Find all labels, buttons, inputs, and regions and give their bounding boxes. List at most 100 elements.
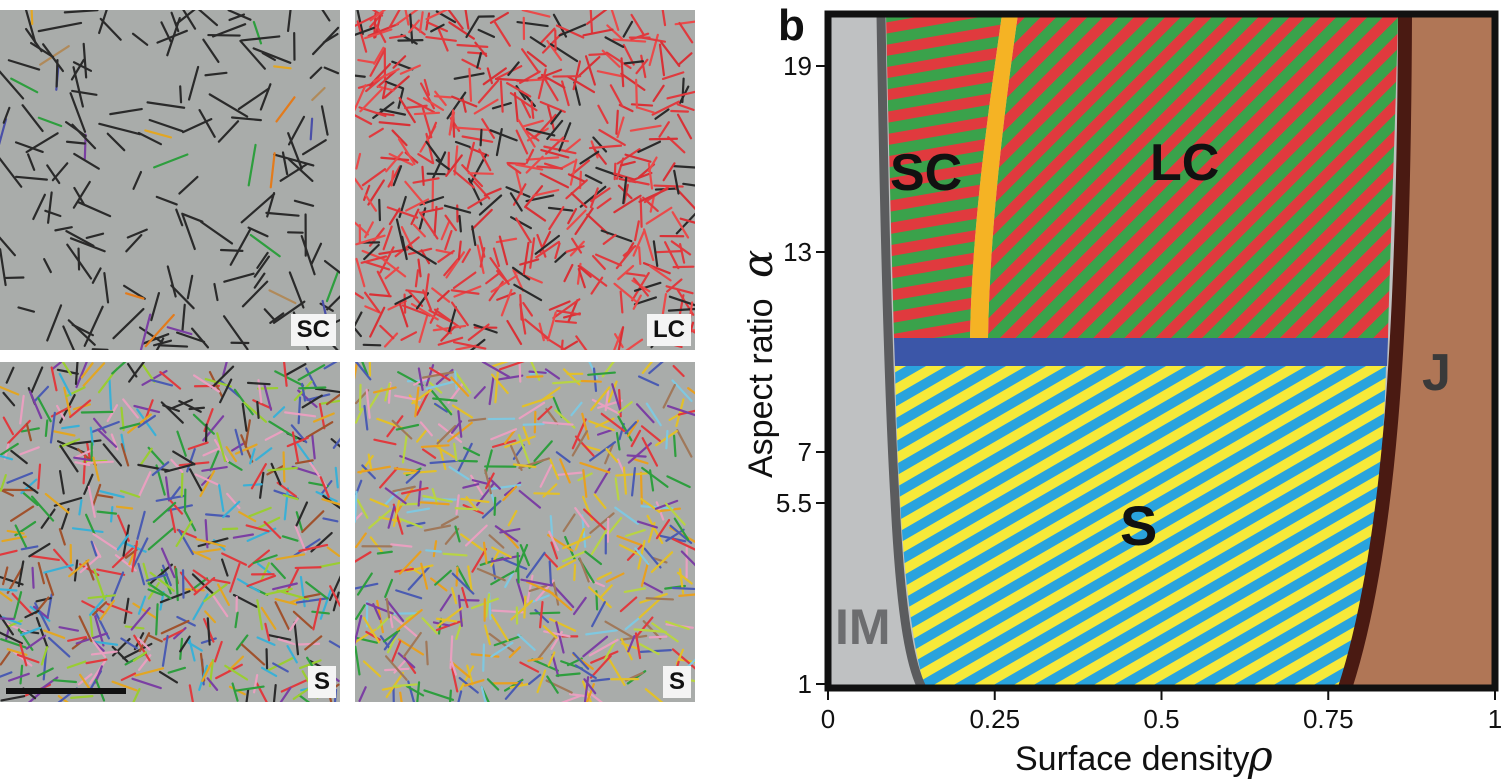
rod (305, 581, 329, 600)
rod (30, 366, 44, 394)
rod (493, 20, 511, 47)
rod (488, 376, 495, 406)
rod (408, 19, 420, 34)
rod (226, 492, 241, 510)
rod (128, 362, 146, 383)
rod (37, 463, 42, 490)
rod (419, 421, 433, 437)
rod (642, 581, 664, 594)
rod (44, 572, 55, 596)
rod (627, 179, 650, 186)
rod (98, 122, 141, 136)
rod (26, 153, 36, 171)
rod (647, 156, 658, 173)
rod (673, 434, 677, 458)
rod (193, 374, 221, 393)
rod (534, 234, 560, 255)
rod (671, 537, 695, 551)
rod (122, 398, 139, 419)
rod (373, 438, 397, 446)
rod (260, 666, 278, 678)
rod (467, 417, 487, 422)
rod (613, 194, 642, 214)
rod (552, 298, 581, 320)
rod (276, 589, 310, 601)
rod (425, 21, 449, 33)
micrograph-lc: LC (355, 10, 695, 350)
rod (613, 333, 624, 349)
rod (619, 160, 636, 167)
rod (437, 249, 455, 263)
rod (200, 220, 234, 245)
rod (539, 172, 570, 189)
rod (622, 466, 628, 495)
rod (176, 430, 187, 457)
x-tick-label: 0 (821, 704, 835, 734)
rod (32, 193, 46, 221)
rod (584, 55, 596, 86)
rod (96, 428, 118, 448)
boundary-band (894, 338, 1388, 366)
rod (582, 468, 588, 498)
rod (14, 524, 28, 549)
rod (248, 506, 272, 518)
rod (172, 450, 196, 466)
rod (630, 13, 645, 36)
rod (482, 643, 486, 672)
label-im: IM (835, 599, 891, 655)
rod (256, 562, 272, 575)
rod (648, 264, 672, 282)
micrograph-s-low: S (0, 362, 340, 702)
rod (252, 47, 292, 64)
rod (574, 527, 586, 551)
rod (635, 403, 655, 424)
rod (395, 10, 419, 26)
rod (0, 442, 19, 456)
rod (58, 528, 66, 546)
rod (355, 152, 362, 170)
rod (655, 518, 671, 540)
rod (436, 606, 464, 628)
rod (566, 209, 587, 230)
rod (593, 493, 607, 509)
rod (602, 233, 617, 245)
micrograph-tag: SC (290, 314, 336, 346)
rod (632, 277, 649, 297)
rod (361, 249, 388, 262)
rod (137, 562, 146, 586)
rod (671, 648, 695, 670)
rod (280, 678, 309, 693)
rod (433, 308, 462, 329)
rod (579, 461, 611, 474)
rod (170, 458, 184, 473)
rod (531, 658, 559, 672)
rod (91, 420, 120, 433)
rod (69, 237, 106, 253)
rod (446, 91, 467, 120)
rod (272, 684, 277, 702)
rod (660, 41, 681, 68)
rod (570, 237, 583, 254)
rod (420, 562, 429, 590)
rod (471, 225, 477, 247)
rod (388, 34, 406, 40)
rod (476, 567, 506, 582)
rod (144, 129, 173, 139)
rod (0, 590, 13, 602)
rod (247, 143, 257, 187)
region-s (895, 366, 1386, 688)
rod (119, 489, 141, 498)
rod (580, 379, 602, 383)
rod (641, 466, 669, 488)
rod (90, 650, 118, 656)
rod (138, 326, 164, 344)
rod (59, 444, 79, 473)
rod (589, 441, 617, 462)
rod (78, 499, 83, 516)
rod (585, 682, 595, 702)
rod (636, 520, 658, 529)
rod (535, 240, 561, 259)
rod (376, 550, 393, 555)
rod (3, 622, 30, 634)
rod (147, 527, 175, 551)
